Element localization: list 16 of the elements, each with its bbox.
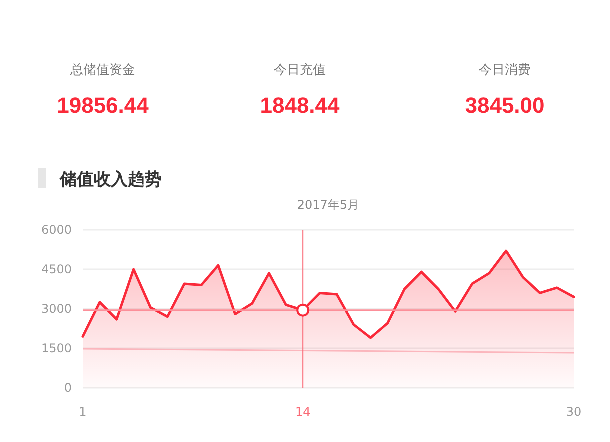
text: 19856.44 (57, 93, 149, 118)
category-label: 今日充值 (274, 63, 326, 78)
y-tick-label: 6000 (41, 223, 72, 237)
x-tick-label: 30 (566, 405, 582, 419)
y-tick-label: 3000 (41, 302, 72, 316)
y-tick-label: 4500 (41, 262, 72, 276)
category-label: 今日消费 (479, 63, 531, 78)
category-label: 总储值资金 (70, 63, 136, 78)
text: 3845.00 (465, 93, 545, 118)
chart-title: 储值收入趋势 (59, 170, 162, 190)
text: 1848.44 (260, 93, 340, 118)
chart-subtitle: 2017年5月 (297, 198, 360, 212)
y-tick-label: 1500 (41, 342, 72, 356)
x-tick-label: 14 (295, 405, 311, 419)
x-tick-label: 1 (79, 405, 87, 419)
y-tick-label: 0 (64, 381, 72, 395)
